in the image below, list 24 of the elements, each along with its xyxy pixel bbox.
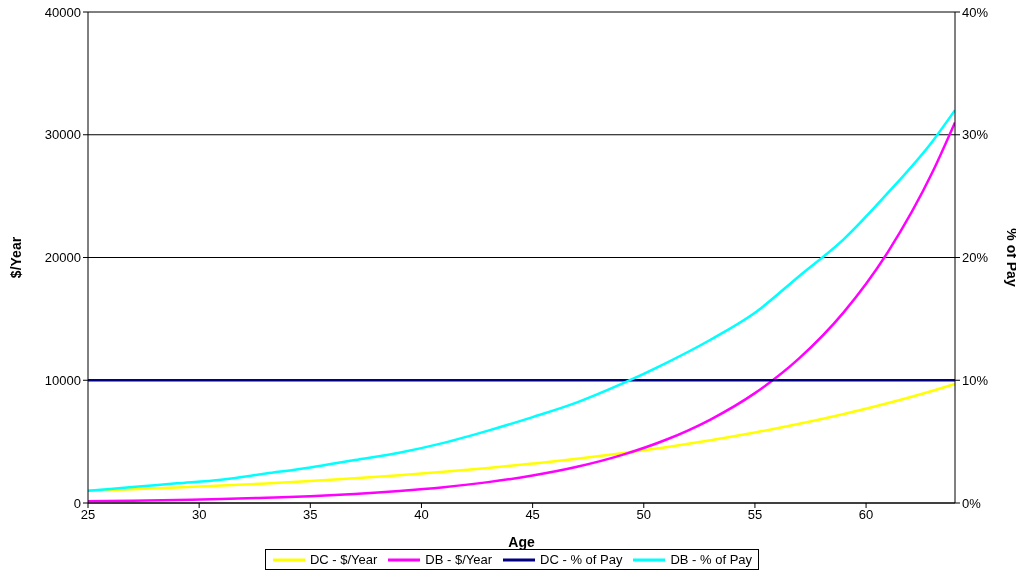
x-tick-label: 45	[525, 507, 540, 523]
y-tick-label: 20000	[44, 250, 81, 266]
y2-tick-label: 0%	[962, 495, 982, 511]
y-tick-label: 10000	[44, 372, 81, 388]
x-tick-label: 60	[858, 507, 874, 523]
legend-label: DB - % of Pay	[670, 552, 753, 567]
x-tick-label: 55	[747, 507, 763, 523]
x-tick-label: 25	[80, 507, 96, 523]
y-tick-label: 30000	[44, 127, 81, 143]
legend-label: DC - % of Pay	[540, 552, 623, 567]
legend-label: DC - $/Year	[309, 552, 378, 567]
y-tick-label: 40000	[44, 4, 81, 20]
x-axis-title: Age	[508, 534, 535, 550]
y-tick-label: 0	[73, 495, 81, 511]
y2-tick-label: 40%	[962, 4, 989, 20]
y2-tick-label: 10%	[962, 372, 989, 388]
y-axis-title: $/Year	[7, 236, 24, 279]
x-tick-label: 35	[303, 507, 318, 523]
x-tick-label: 40	[414, 507, 429, 523]
y2-tick-label: 20%	[962, 250, 989, 266]
x-tick-label: 50	[636, 507, 651, 523]
x-tick-label: 30	[191, 507, 207, 523]
legend-label: DB - $/Year	[425, 552, 493, 567]
y2-tick-label: 30%	[962, 127, 989, 143]
